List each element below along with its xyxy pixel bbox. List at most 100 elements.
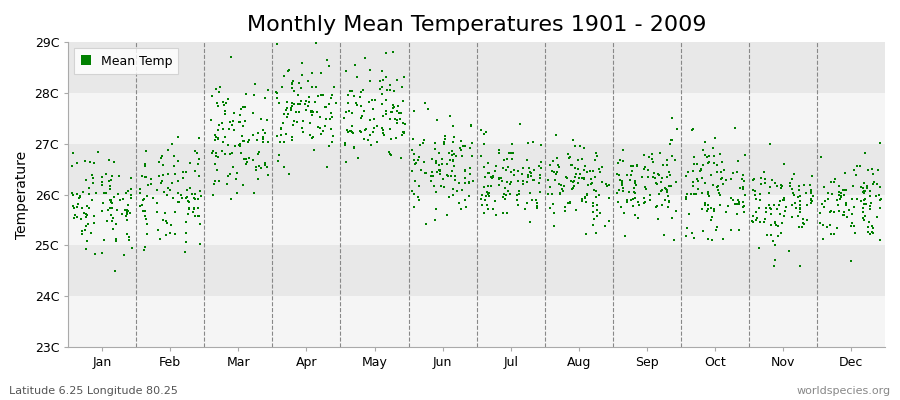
Point xyxy=(489,163,503,170)
Point xyxy=(75,216,89,222)
Point xyxy=(850,163,864,170)
Point xyxy=(616,158,630,164)
Point xyxy=(310,109,324,115)
Point xyxy=(553,191,567,197)
Point xyxy=(800,202,814,208)
Point xyxy=(218,108,232,114)
Point xyxy=(392,110,406,116)
Point xyxy=(762,205,777,211)
Point xyxy=(768,257,782,264)
Point xyxy=(345,122,359,129)
Point xyxy=(78,158,93,164)
Point xyxy=(394,84,409,90)
Point xyxy=(106,215,121,221)
Point xyxy=(734,176,749,182)
Point xyxy=(341,129,356,135)
Point xyxy=(543,205,557,212)
Point xyxy=(258,130,273,136)
Point xyxy=(857,217,871,223)
Point xyxy=(599,183,614,190)
Point xyxy=(448,177,463,183)
Point xyxy=(733,185,747,191)
Point xyxy=(588,157,602,163)
Point xyxy=(436,176,450,182)
Point xyxy=(313,70,328,76)
Point xyxy=(171,190,185,197)
Point xyxy=(866,171,880,177)
Point xyxy=(746,177,760,184)
Point xyxy=(749,216,763,223)
Point xyxy=(139,148,153,154)
Point xyxy=(550,168,564,175)
Point xyxy=(104,183,118,189)
Point xyxy=(506,150,520,157)
Point xyxy=(833,190,848,196)
Point xyxy=(396,129,410,135)
Point xyxy=(866,225,880,231)
Point xyxy=(777,213,791,220)
Point xyxy=(272,100,286,106)
Point xyxy=(584,180,598,187)
Point xyxy=(247,92,261,98)
Point xyxy=(122,188,136,195)
Point xyxy=(707,160,722,166)
Point xyxy=(212,89,227,96)
Point xyxy=(664,137,679,144)
Point xyxy=(706,182,721,188)
Point xyxy=(104,197,118,204)
Point xyxy=(416,139,430,146)
Point xyxy=(718,209,733,215)
Point xyxy=(375,127,390,133)
Point xyxy=(752,197,767,203)
Point xyxy=(577,144,591,151)
Point xyxy=(326,133,340,140)
Point xyxy=(178,249,193,256)
Point xyxy=(248,81,262,88)
Point xyxy=(557,208,572,214)
Point xyxy=(440,172,454,179)
Point xyxy=(97,237,112,243)
Point xyxy=(815,222,830,228)
Point xyxy=(532,180,546,186)
Point xyxy=(94,182,109,188)
Point xyxy=(753,180,768,187)
Point xyxy=(575,196,590,203)
Point xyxy=(730,211,744,217)
Point xyxy=(274,139,288,145)
Point xyxy=(187,205,202,212)
Point xyxy=(495,165,509,171)
Point xyxy=(458,180,473,186)
Point xyxy=(736,172,751,178)
Point xyxy=(318,104,332,110)
Point xyxy=(707,206,722,212)
Point xyxy=(844,220,859,226)
Point xyxy=(763,140,778,147)
Point xyxy=(763,206,778,212)
Point xyxy=(823,221,837,228)
Point xyxy=(291,101,305,108)
Point xyxy=(796,216,810,222)
Point xyxy=(120,209,134,216)
Point xyxy=(370,139,384,145)
Point xyxy=(533,188,547,195)
Point xyxy=(785,214,799,220)
Point xyxy=(345,88,359,94)
Point xyxy=(534,141,548,148)
Point xyxy=(282,111,296,117)
Point xyxy=(680,225,694,232)
Point xyxy=(763,211,778,217)
Point xyxy=(212,122,226,128)
Point xyxy=(644,197,658,203)
Point xyxy=(486,173,500,180)
Point xyxy=(519,157,534,164)
Point xyxy=(438,132,453,139)
Point xyxy=(590,202,604,208)
Point xyxy=(662,198,676,205)
Point xyxy=(215,99,230,106)
Point xyxy=(338,142,353,148)
Point xyxy=(315,128,329,134)
Point xyxy=(652,149,667,156)
Point xyxy=(364,142,378,148)
Point xyxy=(286,122,301,128)
Point xyxy=(73,192,87,199)
